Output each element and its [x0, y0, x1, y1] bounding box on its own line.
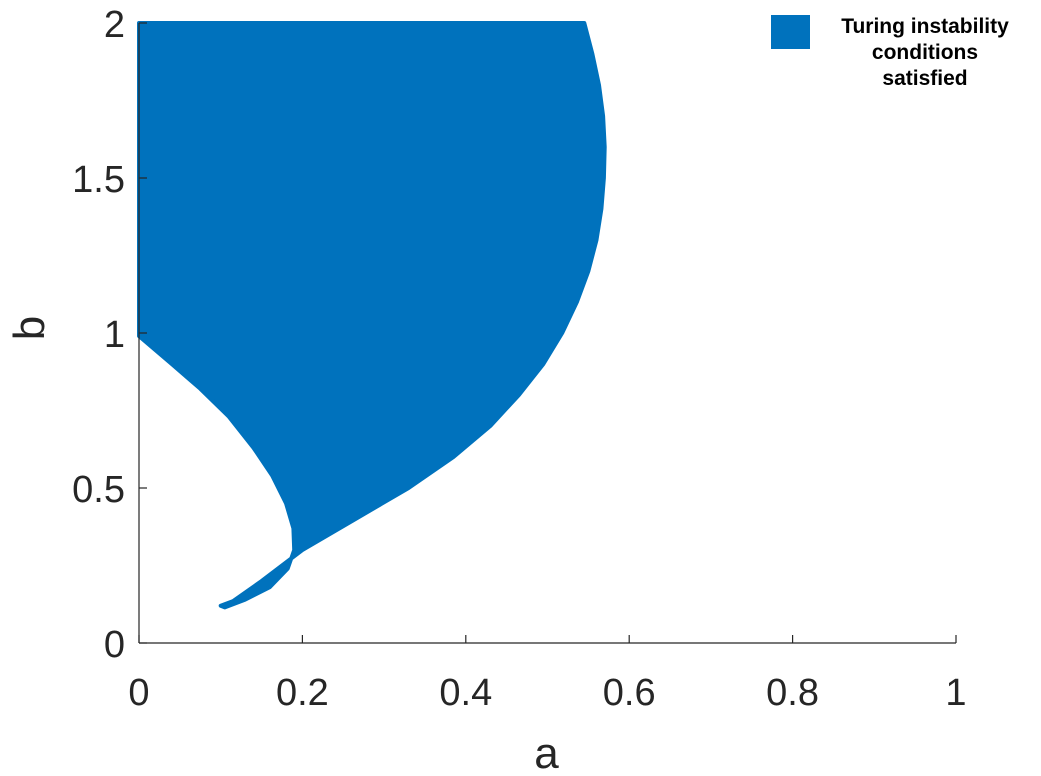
- turing-region-0: [137, 21, 607, 610]
- axes: ab: [5, 23, 956, 776]
- x-axis-label: a: [534, 729, 559, 776]
- legend-swatch: [771, 15, 810, 49]
- x-tick-label: 0.2: [276, 672, 329, 714]
- x-tick-label: 0.8: [766, 672, 819, 714]
- y-tick-label: 1.5: [72, 159, 125, 201]
- y-tick-label: 1: [104, 314, 125, 356]
- legend-label: Turing instability conditions satisfied: [841, 15, 1009, 90]
- legend: Turing instability conditions satisfied: [771, 15, 1009, 90]
- y-tick-label: 2: [104, 4, 125, 46]
- plot-area: [137, 21, 607, 610]
- ticks: 0 0.2 0.4 0.6 0.8 1 0 0.5 1 1.5 2: [72, 4, 966, 714]
- y-axis-label: b: [5, 316, 54, 340]
- y-tick-label: 0.5: [72, 469, 125, 511]
- x-tick-label: 0: [128, 672, 149, 714]
- x-tick-label: 0.6: [603, 672, 656, 714]
- x-tick-label: 1: [945, 672, 966, 714]
- x-tick-label: 0.4: [439, 672, 492, 714]
- y-tick-label: 0: [104, 624, 125, 666]
